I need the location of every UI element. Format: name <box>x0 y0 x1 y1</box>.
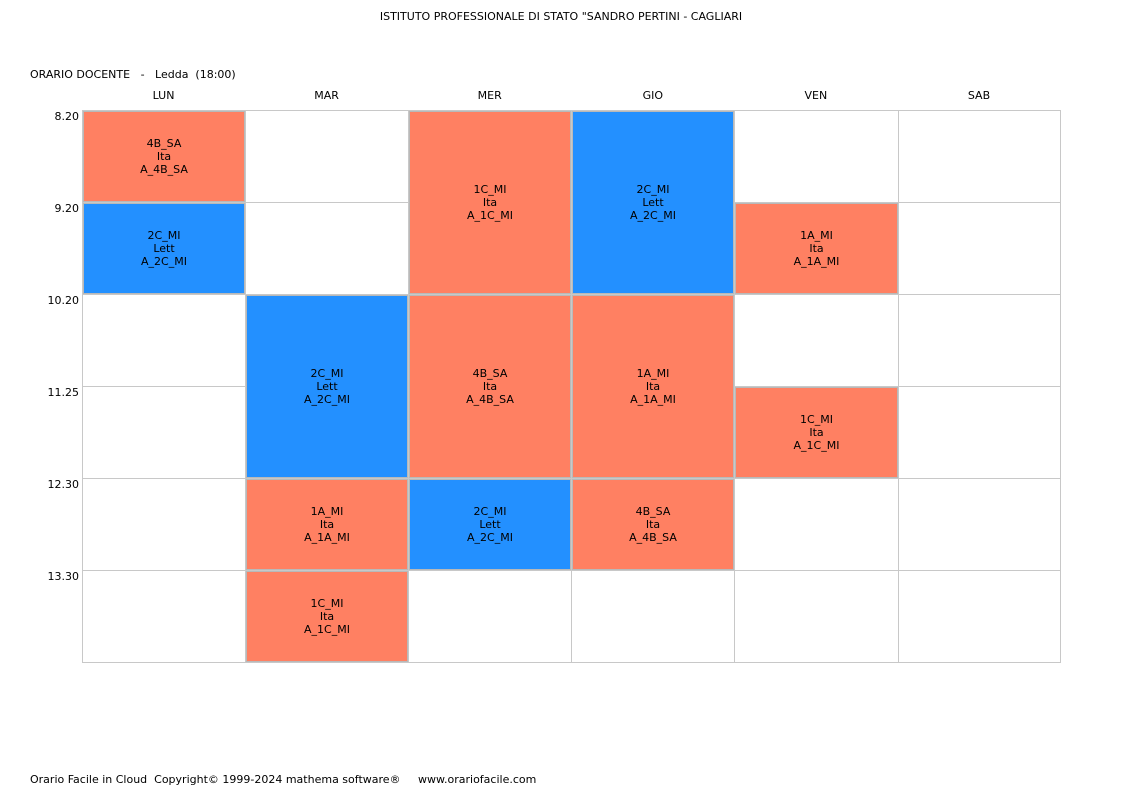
lesson-cell[interactable]: 1C_MI Ita A_1C_MI <box>735 387 898 478</box>
lesson-subject: Lett <box>479 518 501 531</box>
time-label: 9.20 <box>54 202 80 215</box>
day-header-sab: SAB <box>967 89 991 102</box>
day-header-mer: MER <box>477 89 502 102</box>
lesson-cell[interactable]: 1A_MI Ita A_1A_MI <box>246 479 408 570</box>
lesson-class: 1C_MI <box>473 183 507 196</box>
lesson-class: 4B_SA <box>635 505 671 518</box>
lesson-cell[interactable]: 2C_MI Lett A_2C_MI <box>572 111 734 294</box>
time-label: 12.30 <box>47 478 80 491</box>
lesson-cell[interactable]: 2C_MI Lett A_2C_MI <box>409 479 571 570</box>
lesson-cell[interactable]: 1C_MI Ita A_1C_MI <box>409 111 571 294</box>
lesson-subject: Ita <box>809 426 824 439</box>
grid-column-line <box>734 110 735 663</box>
day-header-lun: LUN <box>152 89 175 102</box>
day-header-mar: MAR <box>314 89 339 102</box>
school-title: ISTITUTO PROFESSIONALE DI STATO "SANDRO … <box>379 10 743 23</box>
lesson-cell[interactable]: 2C_MI Lett A_2C_MI <box>246 295 408 478</box>
lesson-room: A_1C_MI <box>467 209 513 222</box>
lesson-cell[interactable]: 2C_MI Lett A_2C_MI <box>83 203 245 294</box>
lesson-room: A_1A_MI <box>793 255 840 268</box>
lesson-class: 1A_MI <box>310 505 344 518</box>
lesson-class: 1A_MI <box>636 367 670 380</box>
lesson-subject: Ita <box>319 610 335 623</box>
lesson-subject: Ita <box>482 196 498 209</box>
lesson-subject: Ita <box>156 150 172 163</box>
lesson-subject: Ita <box>645 380 661 393</box>
lesson-subject: Ita <box>482 380 498 393</box>
lesson-room: A_4B_SA <box>466 393 514 406</box>
lesson-class: 1A_MI <box>800 229 833 242</box>
lesson-class: 1C_MI <box>800 413 833 426</box>
lesson-room: A_1A_MI <box>630 393 676 406</box>
grid-column-line <box>571 110 572 663</box>
lesson-cell[interactable]: 1A_MI Ita A_1A_MI <box>572 295 734 478</box>
time-label: 8.20 <box>54 110 80 123</box>
grid-column-line <box>245 110 246 663</box>
lesson-cell[interactable]: 4B_SA Ita A_4B_SA <box>572 479 734 570</box>
lesson-subject: Lett <box>316 380 338 393</box>
lesson-subject: Ita <box>645 518 661 531</box>
lesson-class: 4B_SA <box>472 367 508 380</box>
lesson-class: 2C_MI <box>636 183 670 196</box>
lesson-subject: Ita <box>319 518 335 531</box>
lesson-class: 1C_MI <box>310 597 344 610</box>
lesson-cell[interactable]: 1A_MI Ita A_1A_MI <box>735 203 898 294</box>
time-label: 11.25 <box>47 386 80 399</box>
day-header-ven: VEN <box>804 89 828 102</box>
lesson-cell[interactable]: 4B_SA Ita A_4B_SA <box>409 295 571 478</box>
time-label: 10.20 <box>47 294 80 307</box>
lesson-room: A_4B_SA <box>140 163 188 176</box>
lesson-room: A_4B_SA <box>629 531 677 544</box>
footer-copyright: Orario Facile in Cloud Copyright© 1999-2… <box>30 773 537 786</box>
grid-column-line <box>408 110 409 663</box>
lesson-room: A_2C_MI <box>630 209 676 222</box>
lesson-room: A_1C_MI <box>304 623 350 636</box>
lesson-cell[interactable]: 1C_MI Ita A_1C_MI <box>246 571 408 662</box>
lesson-subject: Ita <box>809 242 824 255</box>
lesson-class: 2C_MI <box>310 367 344 380</box>
lesson-room: A_1C_MI <box>793 439 840 452</box>
lesson-class: 4B_SA <box>146 137 182 150</box>
lesson-subject: Lett <box>642 196 664 209</box>
lesson-room: A_1A_MI <box>304 531 350 544</box>
lesson-subject: Lett <box>153 242 175 255</box>
day-header-gio: GIO <box>642 89 664 102</box>
time-label: 13.30 <box>47 570 80 583</box>
lesson-class: 2C_MI <box>473 505 507 518</box>
teacher-schedule-title: ORARIO DOCENTE - Ledda (18:00) <box>30 68 236 81</box>
lesson-room: A_2C_MI <box>304 393 350 406</box>
lesson-cell[interactable]: 4B_SA Ita A_4B_SA <box>83 111 245 202</box>
lesson-class: 2C_MI <box>147 229 181 242</box>
lesson-room: A_2C_MI <box>467 531 513 544</box>
grid-column-line <box>898 110 899 663</box>
lesson-room: A_2C_MI <box>141 255 187 268</box>
